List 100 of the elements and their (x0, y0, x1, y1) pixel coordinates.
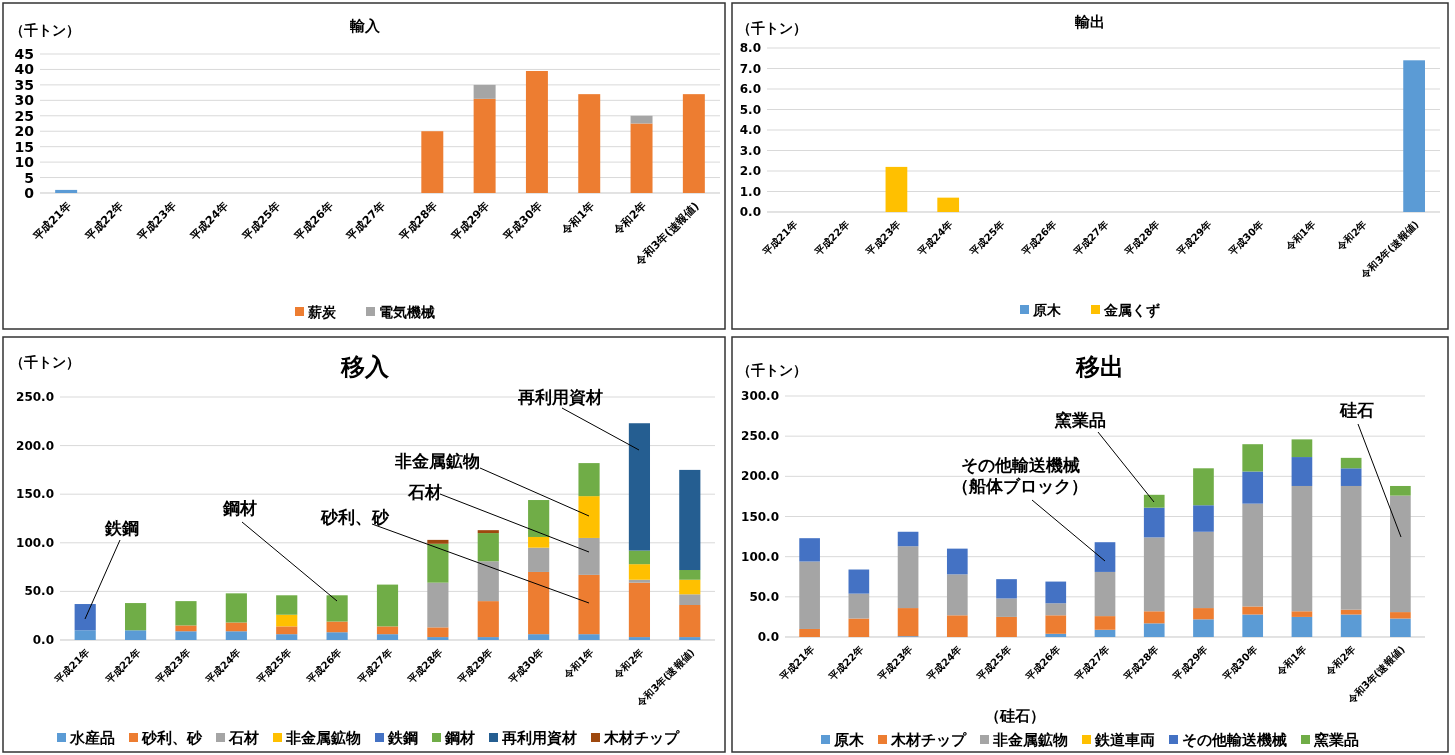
bar (421, 131, 444, 193)
y-tick-label: 200.0 (16, 438, 54, 453)
y-tick-label: 0.0 (32, 633, 54, 647)
y-tick-label: 150.0 (741, 509, 779, 524)
bar (885, 166, 908, 212)
x-tick-label: 平成21年 (776, 643, 817, 684)
legend-label: 鉄道車両 (1094, 731, 1155, 749)
bar (1242, 503, 1264, 607)
legend-label: 鋼材 (444, 729, 475, 747)
y-tick-label: 250.0 (16, 390, 54, 404)
bar (679, 469, 701, 571)
x-tick-label: 平成24年 (186, 199, 231, 244)
legend-label: 電気機械 (379, 304, 435, 320)
bar (1193, 531, 1214, 609)
bar (578, 94, 601, 193)
legend-label: 木材チップ (890, 731, 967, 749)
y-tick-label: 10 (14, 154, 35, 171)
x-tick-label: 平成25年 (973, 643, 1014, 684)
bar (897, 608, 919, 637)
bar (1193, 505, 1214, 532)
x-tick-label: 令和1年 (558, 199, 598, 239)
bar (376, 584, 399, 627)
bar (897, 546, 919, 609)
bar (679, 605, 701, 638)
annotation: 鉄鋼 (104, 518, 139, 538)
y-tick-label: 3.0 (739, 143, 761, 158)
bar (276, 626, 298, 635)
x-tick-label: 令和1年 (1273, 643, 1309, 679)
bar (799, 538, 820, 562)
bar (628, 579, 650, 583)
y-tick-label: 30 (14, 92, 35, 109)
x-tick-label: 令和2年 (610, 199, 650, 239)
y-tick-label: 8.0 (739, 41, 761, 55)
bar (525, 70, 548, 193)
legend-label: 非金属鉱物 (992, 731, 1068, 749)
bar (427, 582, 449, 628)
bar (175, 601, 197, 626)
annotation: 石材 (407, 482, 442, 502)
legend-label: 再利用資材 (501, 729, 577, 747)
annotation: 硅石 (1339, 400, 1374, 420)
bar (276, 595, 298, 615)
x-tick-label: 平成23年 (875, 643, 915, 684)
bar (473, 98, 496, 193)
bar (628, 637, 650, 640)
bar (376, 626, 399, 635)
bar (326, 595, 348, 622)
y-tick-label: 40 (14, 61, 35, 78)
x-tick-label: 平成22年 (102, 646, 143, 687)
bar (937, 197, 960, 212)
legend-label: 砂利、砂 (141, 729, 203, 747)
bar (1291, 439, 1313, 458)
bar (225, 631, 247, 640)
y-tick-label: 35 (14, 76, 34, 93)
bar (427, 637, 449, 640)
bar (628, 564, 650, 580)
bar (578, 463, 600, 497)
chart-title: 移入 (340, 353, 390, 381)
x-tick-label: 平成22年 (811, 218, 852, 259)
bar (679, 579, 701, 595)
bar (628, 582, 650, 638)
legend-label: 木材チップ (603, 729, 680, 747)
bar (376, 634, 399, 640)
x-tick-label: 平成29年 (1170, 643, 1210, 684)
y-tick-label: 5 (24, 169, 34, 186)
bar (682, 94, 705, 193)
x-tick-label: 令和2年 (1323, 643, 1358, 679)
legend-label: 金属くず (1103, 302, 1160, 319)
bar (1291, 611, 1313, 617)
y-axis-title: （千トン） (737, 362, 807, 378)
legend-label: 非金属鉱物 (285, 729, 361, 747)
bar (996, 616, 1017, 637)
annotation: 鋼材 (222, 498, 257, 518)
x-tick-label: 平成30年 (1225, 218, 1266, 259)
bar (996, 598, 1017, 617)
legend-label: 鉄鋼 (387, 729, 418, 747)
y-tick-label: 50.0 (749, 589, 779, 604)
y-tick-label: 100.0 (741, 549, 779, 564)
y-tick-label: 0.0 (739, 205, 761, 219)
x-tick-label: 令和2年 (1334, 218, 1369, 254)
x-tick-label: 平成30年 (1219, 643, 1260, 684)
bar (1094, 571, 1116, 617)
bar (175, 631, 197, 640)
x-tick-label: 平成26年 (1022, 643, 1063, 684)
x-tick-label: 平成22年 (82, 199, 127, 244)
bar (897, 531, 919, 547)
y-tick-label: 7.0 (739, 61, 761, 76)
x-tick-label: 平成25年 (253, 646, 294, 687)
bar (1390, 612, 1411, 619)
chart-title: 移出 (1075, 353, 1124, 381)
legend-label: その他輸送機械 (1182, 731, 1287, 749)
bar (630, 123, 653, 193)
annotation: その他輸送機械 (960, 455, 1080, 475)
bar (1242, 444, 1264, 472)
y-axis-title: （千トン） (10, 354, 80, 370)
y-tick-label: 6.0 (739, 82, 761, 96)
x-tick-label: 平成27年 (354, 646, 395, 687)
bar (578, 537, 600, 575)
chart-title: 輸入 (349, 17, 381, 35)
x-tick-label: 平成27年 (1071, 643, 1112, 684)
bar (1094, 616, 1116, 630)
